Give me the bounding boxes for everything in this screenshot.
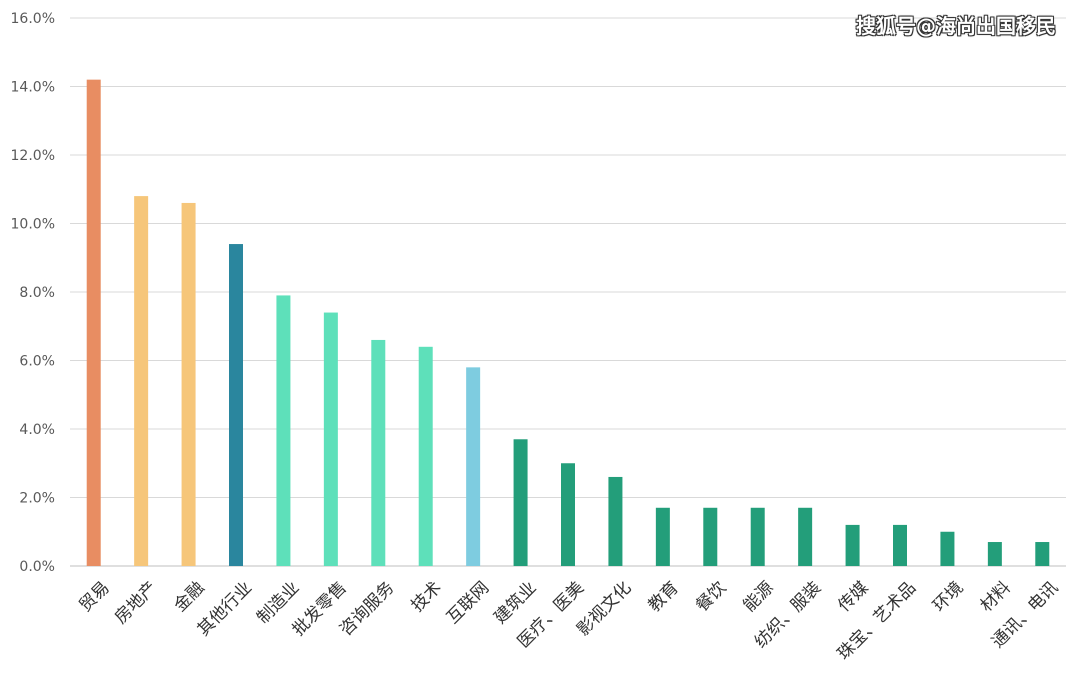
bar bbox=[940, 531, 955, 566]
bar bbox=[608, 476, 623, 566]
bar bbox=[134, 196, 149, 566]
x-category-label: 技术 bbox=[408, 578, 446, 616]
y-tick-label: 8.0% bbox=[19, 285, 55, 301]
x-category-label: 房地产 bbox=[111, 578, 161, 628]
y-tick-label: 16.0% bbox=[11, 11, 55, 27]
bar bbox=[987, 542, 1002, 566]
bar bbox=[1035, 542, 1050, 566]
bar bbox=[371, 339, 386, 566]
bar bbox=[655, 507, 670, 566]
bar bbox=[561, 463, 575, 566]
x-category-label: 互联网 bbox=[443, 578, 493, 628]
x-category-label: 教育 bbox=[645, 578, 683, 616]
y-axis-ticks: 0.0% 2.0% 4.0% 6.0% 8.0% 10.0% 12.0% 14.0% 16.0% bbox=[11, 11, 55, 575]
bar bbox=[181, 202, 196, 566]
bar bbox=[466, 367, 481, 566]
watermark-text: 搜狐号@海尚出国移民 bbox=[856, 14, 1056, 38]
x-axis-labels: 贸易房地产 金融其他行业制造业批发零售咨询服务 技术互联网建筑业医疗、医美影视文化教… bbox=[76, 578, 1063, 664]
y-tick-label: 6.0% bbox=[19, 354, 55, 370]
bar bbox=[893, 524, 907, 566]
bar bbox=[513, 439, 528, 566]
x-category-label: 传媒 bbox=[834, 578, 872, 616]
bar bbox=[86, 79, 101, 567]
y-tick-label: 14.0% bbox=[11, 80, 55, 96]
x-category-label: 金融 bbox=[170, 578, 208, 616]
bar bbox=[845, 524, 860, 566]
bar bbox=[323, 312, 338, 566]
y-tick-label: 12.0% bbox=[11, 148, 55, 164]
bar bbox=[229, 244, 243, 567]
x-category-label: 贸易 bbox=[76, 578, 114, 616]
x-category-label: 环境 bbox=[929, 578, 967, 616]
y-tick-label: 2.0% bbox=[19, 491, 55, 507]
bar bbox=[798, 507, 813, 566]
bar bbox=[750, 507, 765, 566]
x-category-label: 能源 bbox=[740, 578, 778, 616]
bar bbox=[276, 295, 291, 566]
bar bbox=[418, 346, 433, 566]
x-category-label: 餐饮 bbox=[692, 578, 730, 616]
x-category-label: 材料 bbox=[977, 578, 1015, 616]
bar bbox=[703, 507, 718, 566]
bars bbox=[86, 79, 1050, 567]
y-tick-label: 0.0% bbox=[19, 559, 55, 575]
y-tick-label: 4.0% bbox=[19, 422, 55, 438]
y-tick-label: 10.0% bbox=[11, 217, 55, 233]
